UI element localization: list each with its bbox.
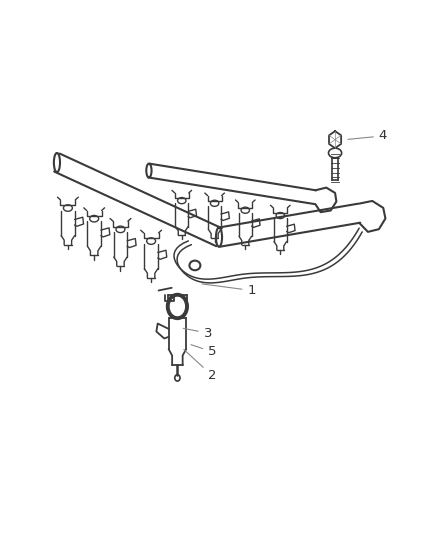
Text: 5: 5 xyxy=(191,345,216,358)
Text: 1: 1 xyxy=(202,284,256,297)
Text: 4: 4 xyxy=(348,130,387,142)
Text: 3: 3 xyxy=(183,327,212,340)
Text: 2: 2 xyxy=(184,350,216,382)
